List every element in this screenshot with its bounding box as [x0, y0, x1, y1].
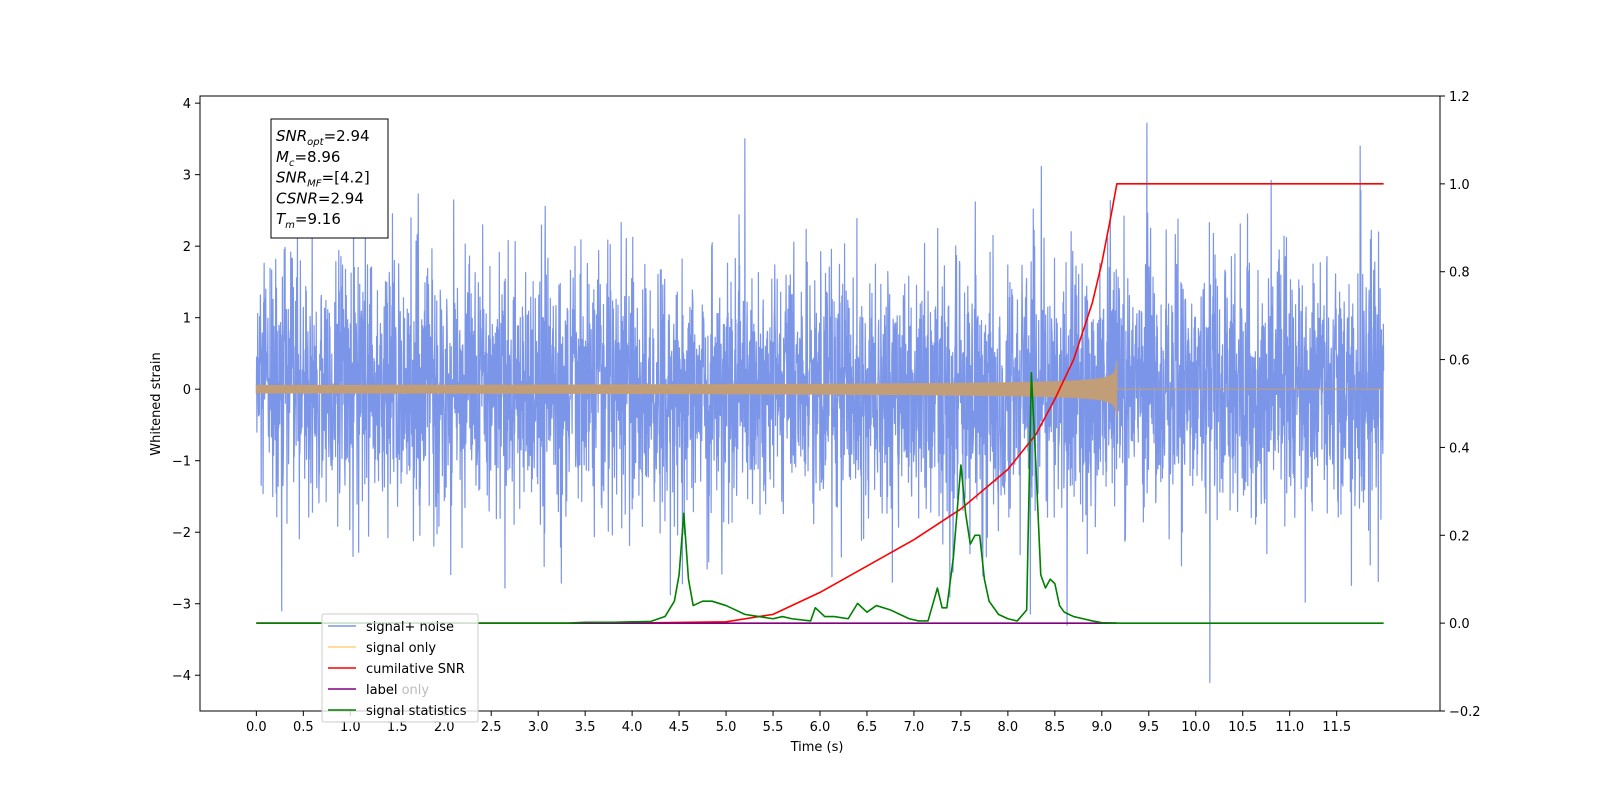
annotation-value: =2.94	[318, 189, 364, 207]
x-tick-label: 11.5	[1322, 720, 1351, 735]
x-tick-label: 8.0	[998, 720, 1019, 735]
annotation-symbol: CSNR	[276, 189, 318, 207]
annotation-value: =8.96	[294, 148, 340, 166]
left-y-tick-label: −2	[172, 526, 191, 541]
right-y-axis: −0.2 0.0 0.2 0.4 0.6 0.8 1.0 1.2	[1440, 90, 1481, 720]
annotation-symbol: T	[276, 210, 287, 228]
series-signal-only	[255, 360, 1384, 418]
x-tick-label: 4.0	[622, 720, 643, 735]
right-y-tick-label: 0.8	[1449, 266, 1470, 281]
annotation-symbol: SNR	[276, 127, 307, 145]
annotation-line: Tm=9.16	[276, 210, 341, 231]
annotation-value: =9.16	[295, 210, 341, 228]
legend-hidden-label: label only	[366, 683, 429, 698]
x-tick-label: 10.0	[1181, 720, 1210, 735]
x-tick-label: 4.5	[669, 720, 690, 735]
legend-label: label	[366, 683, 397, 698]
right-y-tick-label: 0.4	[1449, 441, 1470, 456]
right-y-tick-label: 0.2	[1449, 529, 1470, 544]
series-signal-noise	[255, 122, 1385, 683]
legend: signal+ noise signal only cumilative SNR la…	[321, 613, 479, 723]
x-tick-label: 10.5	[1228, 720, 1257, 735]
annotation-value: =[4.2]	[322, 169, 370, 187]
right-y-tick-label: 1.0	[1449, 178, 1470, 193]
annotation-symbol: M	[276, 148, 289, 166]
annotation-line: CSNR=2.94	[276, 189, 364, 207]
x-tick-label: 5.0	[716, 720, 737, 735]
annotation-subscript: MF	[307, 179, 322, 190]
left-y-tick-label: −3	[172, 598, 191, 613]
x-axis-label: Time (s)	[790, 740, 844, 755]
left-y-tick-label: 0	[183, 383, 191, 398]
annotation-subscript: opt	[307, 137, 324, 148]
annotation-subscript: m	[285, 220, 295, 231]
x-tick-label: 6.5	[857, 720, 878, 735]
right-y-tick-label: 0.0	[1449, 617, 1470, 632]
x-tick-label: 0.0	[246, 720, 267, 735]
right-y-tick-label: 0.6	[1449, 354, 1470, 369]
annotation-subscript: c	[289, 158, 295, 169]
x-axis: 0.0 0.5 1.0 1.5 2.0 2.5 3.0 3.5 4.0 4.5 5.0 5.5 6.0 6…	[246, 711, 1351, 735]
x-tick-label: 5.5	[763, 720, 784, 735]
annotation-line: SNRMF=[4.2]	[276, 169, 370, 190]
x-tick-label: 11.0	[1275, 720, 1304, 735]
left-y-axis: −4 −3 −2 −1 0 1 2 3 4	[172, 97, 200, 684]
annotation-line: SNRopt=2.94	[276, 127, 370, 148]
annotation-box: SNRopt=2.94Mc=8.96SNRMF=[4.2]CSNR=2.94Tm…	[270, 118, 389, 239]
legend-label: signal+ noise	[366, 620, 454, 635]
x-tick-label: 7.5	[951, 720, 972, 735]
series-signal-statistics	[256, 371, 1384, 624]
left-y-tick-label: 2	[183, 240, 191, 255]
left-y-tick-label: −1	[172, 455, 191, 470]
legend-label: signal only	[366, 641, 436, 656]
x-tick-label: 3.5	[575, 720, 596, 735]
legend-label: signal statistics	[366, 704, 467, 719]
x-tick-label: 7.0	[904, 720, 925, 735]
left-y-tick-label: 4	[183, 97, 191, 112]
x-tick-label: 6.0	[810, 720, 831, 735]
x-tick-label: 3.0	[528, 720, 549, 735]
annotation-symbol: SNR	[276, 169, 307, 187]
x-tick-label: 1.5	[387, 720, 408, 735]
annotation-frame	[270, 118, 389, 239]
right-y-tick-label: 1.2	[1449, 90, 1470, 105]
legend-label: cumilative SNR	[366, 662, 465, 677]
x-tick-label: 1.0	[340, 720, 361, 735]
annotation-value: =2.94	[324, 127, 370, 145]
x-tick-label: 8.5	[1045, 720, 1066, 735]
legend-frame	[321, 613, 479, 723]
left-y-axis-label: Whitened strain	[149, 352, 164, 455]
x-tick-label: 2.5	[481, 720, 502, 735]
x-tick-label: 0.5	[293, 720, 314, 735]
right-y-tick-label: −0.2	[1449, 705, 1481, 720]
x-tick-label: 9.5	[1138, 720, 1159, 735]
annotation-line: Mc=8.96	[276, 148, 340, 169]
left-y-tick-label: −4	[172, 669, 191, 684]
x-tick-label: 9.0	[1091, 720, 1112, 735]
x-tick-label: 2.0	[434, 720, 455, 735]
left-y-tick-label: 3	[183, 169, 191, 184]
left-y-tick-label: 1	[183, 312, 191, 327]
